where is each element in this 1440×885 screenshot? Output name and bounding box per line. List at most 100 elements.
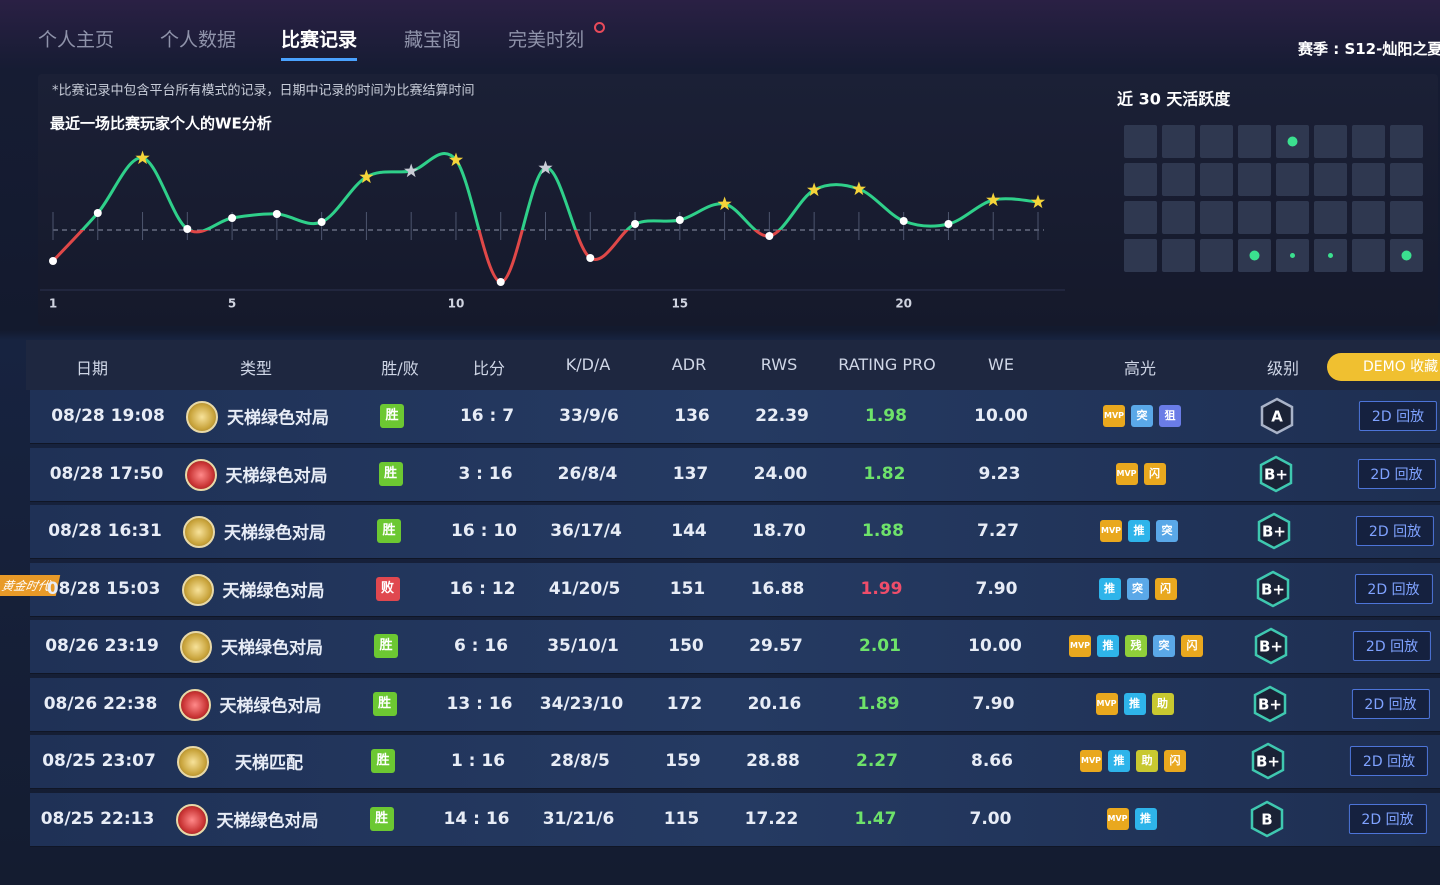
table-row [30,390,1440,444]
replay-button[interactable]: 2D 回放 [1358,401,1438,431]
replay-button[interactable]: 2D 回放 [1352,631,1432,661]
column-header: RWS [760,355,798,374]
column-header: 类型 [239,359,273,378]
table-row [30,620,1440,674]
chart: *比赛记录中包含平台所有模式的记录，日期中记录的时间为比赛结算时间 最近一场比赛… [40,83,1423,311]
replay-button[interactable]: 2D 回放 [1348,803,1427,834]
highlight-badge: 推 [1098,577,1121,600]
mode-icon [177,746,209,778]
grade: B [1250,800,1284,838]
mode-type: 天梯匹配 [235,753,303,774]
score: 14 : 16 [443,808,510,829]
kda: 35/10/1 [547,636,619,656]
date: 08/26 23:19 [45,636,159,656]
mode-type: 天梯绿色对局 [221,638,323,659]
rws: 22.39 [755,406,809,426]
activity-cell [1124,239,1157,272]
activity-dot [1401,250,1412,261]
rws: 20.16 [747,693,802,714]
highlights: MVP 推助闪 [1077,750,1189,772]
we: 7.00 [969,808,1012,829]
highlights: MVP 推突 [1097,520,1181,542]
replay-button[interactable]: 2D 回放 [1355,516,1435,546]
activity-cell [1162,201,1195,234]
rws: 24.00 [753,463,808,484]
grade-hex [1253,685,1286,722]
nav-tab[interactable]: 完美时刻 [508,29,585,51]
activity-cell [1200,239,1233,272]
score: 13 : 16 [446,693,513,714]
table-row [30,447,1440,502]
replay-button[interactable]: 2D 回放 [1349,746,1429,776]
point [272,210,281,218]
nav-tab[interactable]: 比赛记录 [281,25,358,61]
activity-cell [1390,163,1423,196]
mode-type: 天梯绿色对局 [222,581,325,601]
nav-tab[interactable]: 个人主页 [38,29,115,51]
grade: B+ [1256,570,1290,608]
highlight-badge: 推 [1108,750,1130,772]
x-tick-label: 5 [228,297,236,311]
highlight-badge: 推 [1123,692,1146,715]
activity-dot [1287,136,1298,147]
we: 9.23 [978,463,1021,484]
highlights: MVP 突狙 [1100,405,1184,427]
activity-cell [1352,163,1385,196]
column-header: 高光 [1123,359,1157,378]
mode-type: 天梯绿色对局 [227,408,329,429]
column-header: 胜/败 [381,359,419,378]
rating: 1.98 [865,406,907,426]
highlight-badge: 残 [1125,635,1147,657]
grade-badge: B+ [1253,685,1286,722]
score: 6 : 16 [453,636,509,656]
star-point [359,169,374,184]
grade-hex [1259,455,1292,492]
kda: 34/23/10 [539,693,624,714]
activity-title: 近 30 天活跃度 [1117,90,1231,109]
score: 3 : 16 [458,463,513,484]
grade-badge: B [1250,800,1283,837]
column-header: 级别 [1266,359,1300,378]
nav-tab[interactable]: 藏宝阁 [404,29,462,51]
point [899,217,908,225]
result: 胜 [380,404,404,428]
highlight-badge: 突 [1131,405,1153,427]
mode-type: 天梯绿色对局 [225,466,328,486]
rating: 1.88 [862,521,904,541]
replay-button[interactable]: 2D 回放 [1351,688,1430,719]
grade: B+ [1251,742,1285,780]
grade-label: B+ [1256,753,1280,771]
point [675,216,684,224]
highlight-badge: 闪 [1154,577,1177,600]
highlight-badge: MVP [1069,635,1091,657]
highlights: MVP 推残突闪 [1066,635,1206,657]
rws: 28.88 [746,751,800,771]
star-point [135,150,150,165]
activity-cell [1352,201,1385,234]
replay-button[interactable]: 2D 回放 [1357,458,1436,489]
adr: 150 [668,636,704,656]
replay-button[interactable]: 2D 回放 [1354,573,1433,604]
we: 10.00 [968,636,1022,656]
activity-dot [1328,253,1333,258]
nav-tab[interactable]: 个人数据 [160,29,237,51]
grade-badge: A [1260,397,1294,435]
demo-fav[interactable]: DEMO 收藏 [1327,353,1440,381]
rws: 18.70 [752,521,806,541]
date: 08/28 19:08 [51,406,165,426]
rws: 16.88 [750,578,805,599]
grade: A [1260,397,1294,435]
score: 16 : 12 [449,578,516,599]
mode-type: 天梯绿色对局 [216,811,319,831]
grade: B+ [1257,512,1291,550]
x-tick-label: 20 [895,297,912,311]
kda: 28/8/5 [550,751,610,771]
activity-cell [1352,125,1385,158]
date: 08/25 22:13 [40,808,155,829]
grade-label: B+ [1259,638,1283,656]
adr: 151 [669,578,706,599]
mode-icon [175,803,208,836]
grade-hex [1251,742,1285,780]
table-row [30,677,1440,732]
